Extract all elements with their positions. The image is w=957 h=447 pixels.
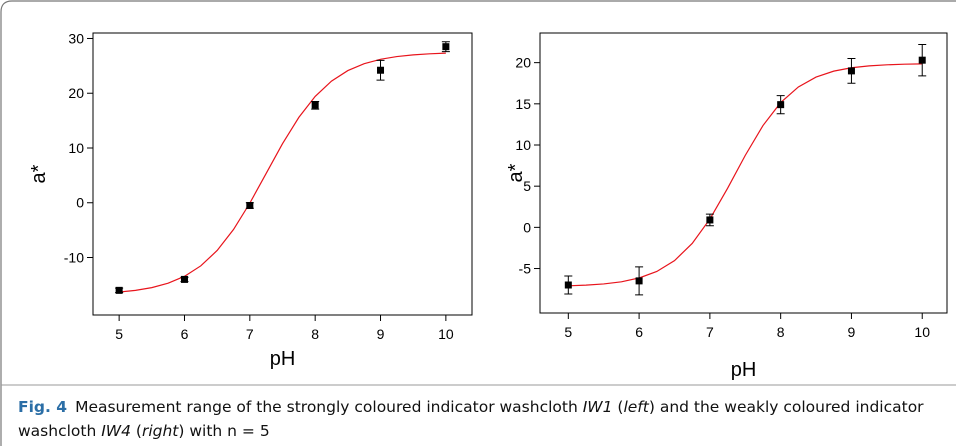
- fit-curve: [119, 52, 446, 293]
- caption-label: Fig. 4: [18, 398, 68, 416]
- x-tick-label: 10: [438, 326, 454, 342]
- x-tick-label: 5: [564, 324, 572, 340]
- y-tick-label: 0: [523, 219, 531, 235]
- y-tick-label: 10: [515, 137, 531, 153]
- caption-text: (: [130, 422, 142, 440]
- x-axis-label: pH: [731, 359, 757, 381]
- caption-text: IW4: [101, 422, 131, 440]
- data-point: [706, 216, 714, 224]
- data-point: [918, 56, 926, 64]
- y-tick-label: -5: [519, 261, 532, 277]
- caption-text: left: [623, 398, 649, 416]
- data-point: [180, 275, 188, 283]
- y-tick-label: 15: [515, 96, 531, 112]
- data-point: [115, 286, 123, 294]
- data-point: [847, 67, 855, 75]
- y-tick-label: 20: [68, 85, 84, 101]
- caption-text: ) and the weakly coloured indicator wash…: [18, 398, 924, 440]
- x-tick-label: 9: [377, 326, 385, 342]
- y-tick-label: 10: [68, 140, 84, 156]
- x-tick-label: 6: [181, 326, 189, 342]
- caption-text: Measurement range of the strongly colour…: [75, 398, 583, 416]
- x-tick-label: 9: [848, 324, 856, 340]
- data-point: [635, 277, 643, 285]
- plot-frame: [92, 32, 473, 316]
- caption: Fig. 4 Measurement range of the strongly …: [18, 395, 943, 443]
- data-point: [311, 101, 319, 109]
- y-axis-label: a*: [28, 164, 50, 183]
- data-point: [377, 66, 385, 74]
- y-tick-label: 30: [68, 30, 84, 46]
- x-tick-label: 7: [246, 326, 254, 342]
- x-axis-label: pH: [270, 348, 296, 370]
- x-tick-label: 5: [115, 326, 123, 342]
- caption-text: ) with n = 5: [178, 422, 270, 440]
- data-point: [564, 281, 572, 289]
- y-tick-label: -10: [64, 250, 84, 266]
- data-point: [246, 201, 254, 209]
- x-tick-label: 10: [914, 324, 930, 340]
- plot-frame: [539, 32, 948, 314]
- caption-text: IW1: [582, 398, 613, 416]
- data-point: [442, 43, 450, 51]
- y-tick-label: 20: [515, 55, 531, 71]
- x-tick-label: 8: [311, 326, 319, 342]
- x-tick-label: 7: [706, 324, 714, 340]
- y-axis-label: a*: [505, 163, 527, 182]
- y-tick-label: 0: [76, 195, 84, 211]
- y-tick-label: 5: [523, 178, 531, 194]
- data-point: [777, 101, 785, 109]
- x-tick-label: 6: [635, 324, 643, 340]
- caption-text: right: [141, 422, 179, 440]
- caption-text: (: [612, 398, 624, 416]
- fit-curve: [568, 63, 923, 287]
- x-tick-label: 8: [777, 324, 785, 340]
